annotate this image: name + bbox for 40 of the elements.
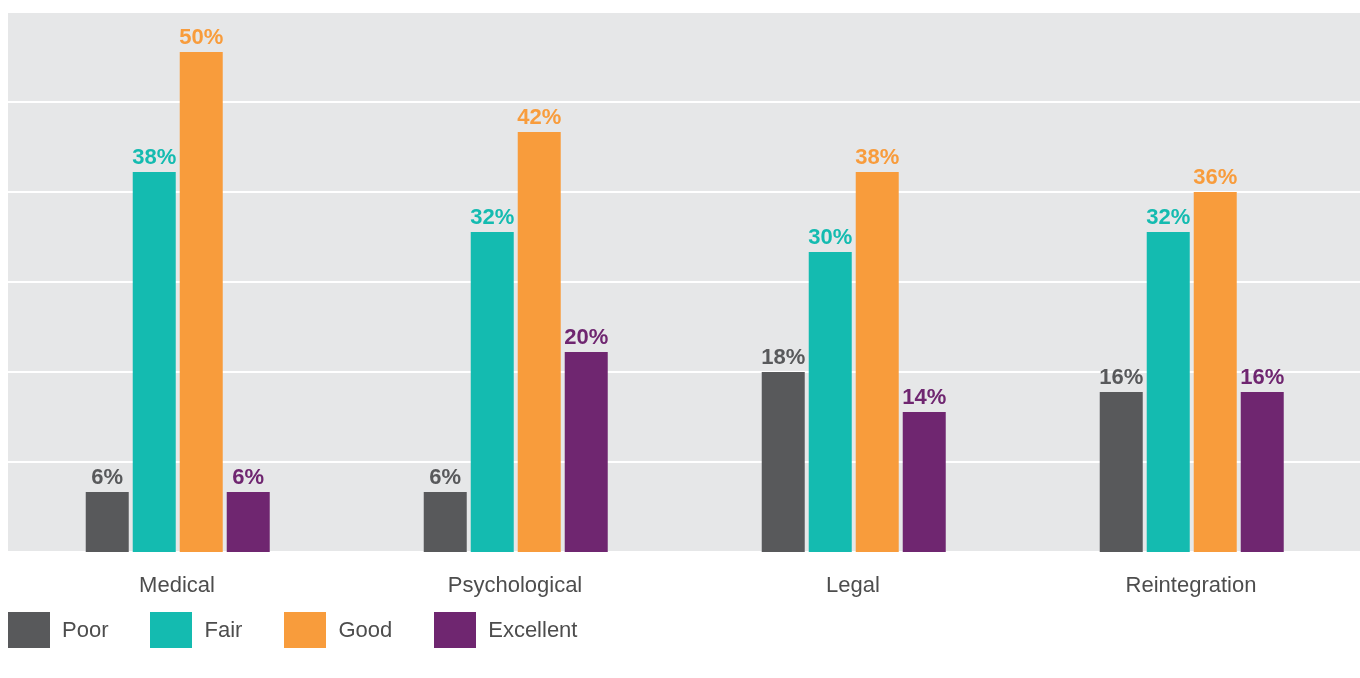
bar [470,232,514,552]
data-label: 42% [517,104,562,129]
bar [85,492,129,552]
bar [761,372,805,552]
data-label: 6% [232,464,265,489]
bar [1240,392,1284,552]
data-label: 16% [1099,364,1144,389]
bar [1193,192,1237,552]
legend-label: Poor [62,617,109,643]
bar [902,412,946,552]
x-tick-label: Legal [826,571,880,597]
data-label: 38% [855,144,900,169]
legend-label: Excellent [488,617,578,643]
data-label: 14% [902,384,947,409]
bar [808,252,852,552]
bar [226,492,270,552]
bar [1146,232,1190,552]
data-label: 6% [91,464,124,489]
bar [179,52,223,552]
data-label: 6% [429,464,462,489]
x-tick-label: Psychological [447,571,583,597]
legend-label: Good [338,617,393,643]
data-label: 32% [470,204,515,229]
bar [517,132,561,552]
bar [423,492,467,552]
bar [564,352,608,552]
bar [1099,392,1143,552]
x-tick-label: Reintegration [1125,571,1257,597]
x-tick-label: Medical [139,571,215,597]
bar [132,172,176,552]
data-label: 18% [761,344,806,369]
bar [855,172,899,552]
data-label: 30% [808,224,853,249]
legend-label: Fair [204,617,243,643]
data-label: 36% [1193,164,1238,189]
data-label: 20% [564,324,609,349]
data-label: 50% [179,24,224,49]
data-label: 32% [1146,204,1191,229]
data-label: 16% [1240,364,1285,389]
data-label: 38% [132,144,177,169]
